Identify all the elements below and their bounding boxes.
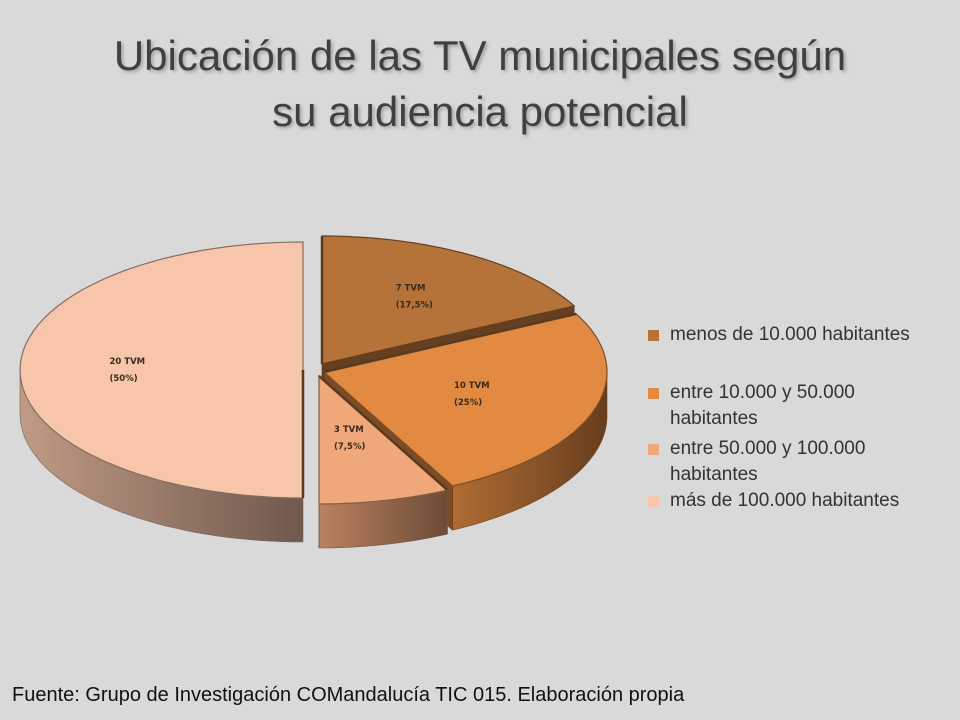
legend-swatch-menos-10000 [648, 330, 659, 341]
slice-label-percent-menos-10000: (17,5%) [396, 300, 433, 310]
legend-swatch-10000-50000 [648, 388, 659, 399]
slice-label-percent-mas-100000: (50%) [110, 374, 138, 384]
pie-tops [19, 235, 608, 505]
pie-slice-menos-10000 [321, 235, 576, 365]
legend-label-10000-50000-line1: entre 10.000 y 50.000 [670, 382, 855, 403]
legend-item-50000-100000: entre 50.000 y 100.000 habitantes [648, 436, 948, 488]
slice-label-count-mas-100000: 20 TVM [110, 357, 146, 367]
chart-title: Ubicación de las TV municipales según su… [40, 28, 920, 140]
pie-divider-10000-50000 [323, 312, 577, 374]
legend-swatch-mas-100000 [648, 496, 659, 507]
legend-item-menos-10000: menos de 10.000 habitantes [648, 322, 948, 348]
legend-item-10000-50000: entre 10.000 y 50.000 habitantes [648, 380, 948, 432]
pie-slice-mas-100000 [19, 241, 304, 499]
pie-divider-50000-100000 [318, 375, 449, 491]
legend-label-mas-100000: más de 100.000 habitantes [670, 490, 900, 511]
pie-labels: 7 TVM (17,5%) 10 TVM (25%) 3 TVM (7,5%) 20 TVM… [110, 283, 490, 452]
slice-label-percent-50000-100000: (7,5%) [334, 442, 365, 452]
legend-label-menos-10000: menos de 10.000 habitantes [670, 324, 910, 345]
legend-swatch-50000-100000 [648, 444, 659, 455]
title-line-2: su audiencia potencial [272, 88, 688, 135]
slice-label-count-menos-10000: 7 TVM [396, 283, 426, 293]
legend-label-50000-100000-line2: habitantes [670, 464, 758, 485]
title-line-1: Ubicación de las TV municipales según [113, 32, 847, 79]
slice-label-count-10000-50000: 10 TVM [454, 381, 490, 391]
slice-label-count-50000-100000: 3 TVM [334, 425, 364, 435]
pie-slice-dividers [301, 236, 577, 498]
pie-slice-50000-100000 [318, 374, 449, 505]
legend-label-10000-50000-line2: habitantes [670, 408, 758, 429]
legend-item-mas-100000: más de 100.000 habitantes [648, 488, 948, 514]
slice-label-percent-10000-50000: (25%) [454, 398, 482, 408]
chart-legend: menos de 10.000 habitantes entre 10.000 … [648, 322, 948, 514]
source-footer: Fuente: Grupo de Investigación COMandalu… [12, 684, 685, 706]
legend-label-50000-100000-line1: entre 50.000 y 100.000 [670, 438, 866, 459]
